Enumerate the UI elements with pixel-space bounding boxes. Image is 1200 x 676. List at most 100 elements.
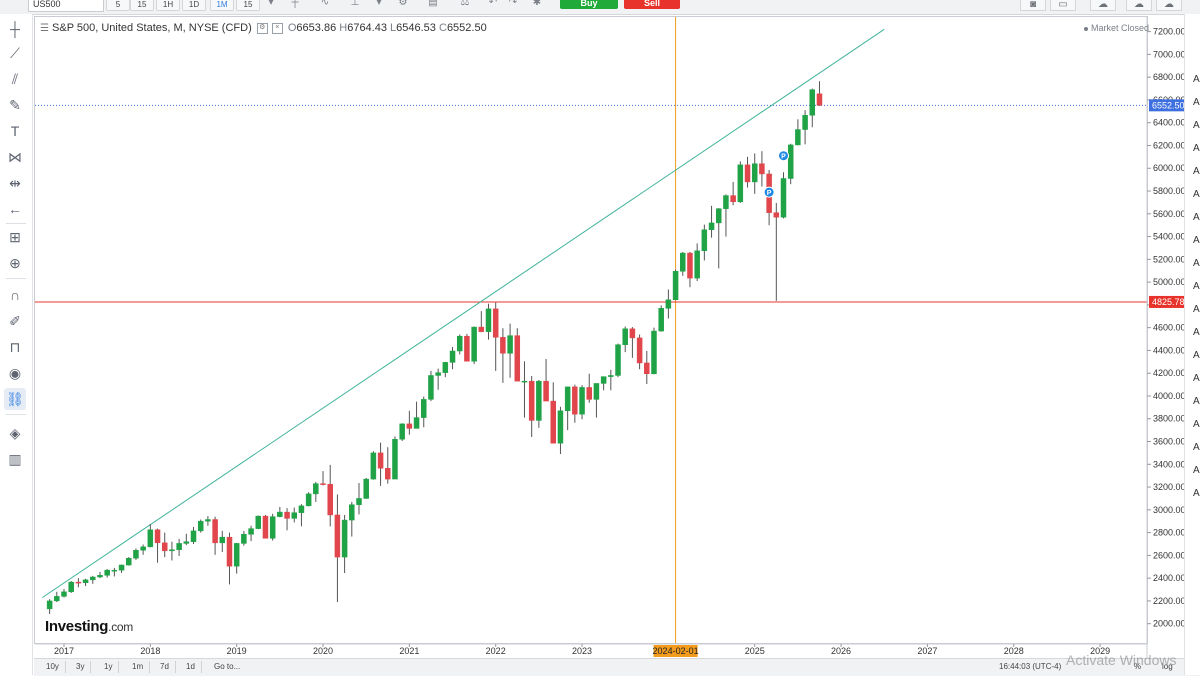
legend-close-icon[interactable]: × xyxy=(271,22,283,34)
bell-icon[interactable]: ✱ xyxy=(532,0,542,8)
chart-layout-icon[interactable]: ▤ xyxy=(428,0,438,8)
event-marker[interactable] xyxy=(778,150,789,162)
layout-icon[interactable]: ▭ xyxy=(1050,0,1076,11)
candle-body xyxy=(241,534,247,544)
interval-15-button[interactable]: 15 xyxy=(130,0,154,11)
alert-icon[interactable]: ⚖ xyxy=(460,0,470,8)
range-10y-button[interactable]: 10y xyxy=(40,661,66,673)
eye-icon[interactable]: ◉ xyxy=(8,365,22,381)
settings-gear-icon[interactable]: ⚙ xyxy=(398,0,408,8)
candle-body xyxy=(392,438,398,480)
chevron-down-icon[interactable]: ▾ xyxy=(268,0,274,8)
side-panel-letter[interactable]: A xyxy=(1193,120,1200,131)
event-marker[interactable] xyxy=(763,186,775,198)
side-panel-letter[interactable]: A xyxy=(1193,350,1200,361)
candle-body xyxy=(579,387,585,415)
candle-body xyxy=(305,493,312,507)
legend-menu-icon[interactable]: ☰ xyxy=(40,23,49,34)
measure-icon[interactable]: ⇹ xyxy=(9,175,21,191)
pencil-lock-icon[interactable]: ✐ xyxy=(9,313,21,329)
side-panel-letter[interactable]: A xyxy=(1193,488,1200,499)
link-icon[interactable]: ⛓ xyxy=(4,388,26,410)
camera-icon[interactable]: ◙ xyxy=(1020,0,1046,11)
side-panel-letter[interactable]: A xyxy=(1193,419,1200,430)
cloud-upload-icon[interactable]: ☁ xyxy=(1126,0,1152,11)
redo-icon[interactable]: ↷ xyxy=(508,0,518,8)
side-panel-letter[interactable]: A xyxy=(1193,304,1200,315)
side-panel-letter[interactable]: A xyxy=(1193,97,1200,108)
log-toggle[interactable]: log xyxy=(1162,662,1173,671)
undo-icon[interactable]: ↶ xyxy=(488,0,498,8)
side-panel-letter[interactable]: A xyxy=(1193,235,1200,246)
candle-body xyxy=(464,335,470,362)
horizontal-line-price-label-badge xyxy=(1149,295,1185,308)
candle-body xyxy=(449,350,456,363)
zoom-in-icon[interactable]: ⊕ xyxy=(9,255,21,271)
buy-button[interactable]: Buy xyxy=(560,0,618,9)
brush-icon[interactable]: ✎ xyxy=(9,97,21,113)
candle-body xyxy=(636,337,643,364)
status-dot-icon xyxy=(1084,26,1088,31)
indicator-icon[interactable]: ∿ xyxy=(320,0,330,8)
side-panel-letter[interactable]: A xyxy=(1193,258,1200,269)
legend-settings-icon[interactable]: ⚙ xyxy=(256,22,268,34)
arrow-back-icon[interactable]: ← xyxy=(8,201,22,217)
candle-body xyxy=(550,400,557,444)
candle-body xyxy=(795,129,801,146)
side-panel-letter[interactable]: A xyxy=(1193,442,1200,453)
compare-icon[interactable]: ⊥ xyxy=(350,0,360,8)
side-panel-letter[interactable]: A xyxy=(1193,212,1200,223)
trend-line[interactable] xyxy=(42,28,885,598)
unlock-icon[interactable]: ⊓ xyxy=(9,339,21,355)
magnet-icon[interactable]: ∩ xyxy=(9,287,21,303)
candle-body xyxy=(298,505,305,513)
market-status: Market Closed xyxy=(1084,23,1149,33)
side-panel-letter[interactable]: A xyxy=(1193,327,1200,338)
cloud-sync-icon[interactable]: ☁ xyxy=(1090,0,1116,11)
side-panel-letter[interactable]: A xyxy=(1193,281,1200,292)
text-icon[interactable]: T xyxy=(10,123,20,139)
layers-icon[interactable]: ◈ xyxy=(9,425,21,441)
time-tick-label: 2025 xyxy=(745,646,765,656)
candle-type-icon[interactable]: ┼ xyxy=(291,0,299,8)
logo-name: Investing xyxy=(45,618,109,635)
pitchfork-icon[interactable]: ⫽ xyxy=(11,71,19,87)
candle-body xyxy=(97,575,103,578)
range-1m-button[interactable]: 1m xyxy=(126,661,151,673)
interval-1m-button[interactable]: 1M xyxy=(210,0,234,11)
candle-body xyxy=(421,399,427,418)
range-1y-button[interactable]: 1y xyxy=(98,661,120,673)
side-panel-letter[interactable]: A xyxy=(1193,465,1200,476)
interval-1h-button[interactable]: 1H xyxy=(156,0,180,11)
goto-button[interactable]: Go to... xyxy=(214,662,241,671)
trash-icon[interactable]: ▥ xyxy=(8,451,22,467)
price-tick-label: 2600.00 xyxy=(1153,550,1186,560)
side-panel-letter[interactable]: A xyxy=(1193,166,1200,177)
interval-1d-button[interactable]: 1D xyxy=(182,0,206,11)
range-3y-button[interactable]: 3y xyxy=(70,661,92,673)
range-7d-button[interactable]: 7d xyxy=(154,661,176,673)
ruler-icon[interactable]: ⊞ xyxy=(9,229,21,245)
candle-body xyxy=(154,529,161,544)
symbol-search-input[interactable]: US500 xyxy=(28,0,104,12)
time-tick-label: 2022 xyxy=(486,646,506,656)
chevron-down-icon[interactable]: ▾ xyxy=(376,0,382,8)
percent-toggle[interactable]: % xyxy=(1134,662,1142,671)
legend-title: S&P 500, United States, M, NYSE (CFD) xyxy=(52,22,252,34)
pattern-icon[interactable]: ⋈ xyxy=(8,149,22,165)
time-tick-label: 2026 xyxy=(831,646,851,656)
cursor-icon[interactable]: ┼ xyxy=(10,21,20,37)
interval-custom-button[interactable]: 15 xyxy=(236,0,260,11)
side-panel-letter[interactable]: A xyxy=(1193,396,1200,407)
candle-body xyxy=(759,163,765,175)
side-panel-letter[interactable]: A xyxy=(1193,143,1200,154)
side-panel-letter[interactable]: A xyxy=(1193,189,1200,200)
cloud-download-icon[interactable]: ☁ xyxy=(1156,0,1182,11)
sell-button[interactable]: Sell xyxy=(624,0,680,9)
side-panel-letter[interactable]: A xyxy=(1193,74,1200,85)
side-panel-letter[interactable]: A xyxy=(1193,373,1200,384)
interval-5-button[interactable]: 5 xyxy=(106,0,130,11)
range-1d-button[interactable]: 1d xyxy=(180,661,202,673)
trend-line-icon[interactable]: ⟋ xyxy=(10,45,20,61)
